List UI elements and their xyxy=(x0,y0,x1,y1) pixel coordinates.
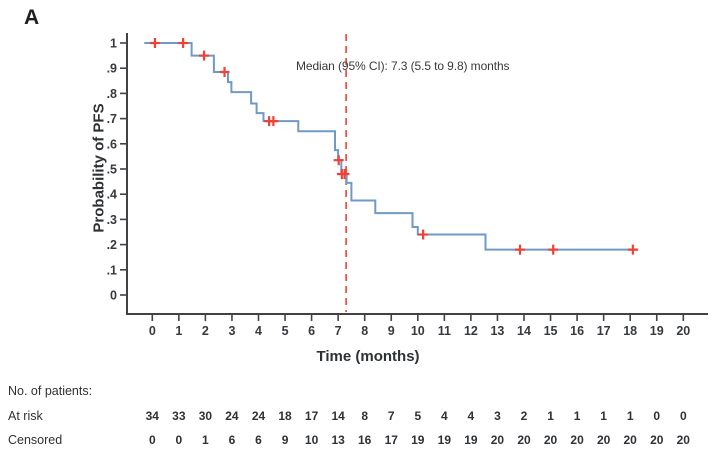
y-tick-label: .2 xyxy=(107,238,117,252)
censor-mark xyxy=(515,244,526,255)
y-tick-label: .8 xyxy=(107,87,117,101)
censor-mark xyxy=(418,229,429,240)
at-risk-count: 2 xyxy=(520,409,528,423)
censor-mark xyxy=(199,50,210,61)
censored-count: 10 xyxy=(304,433,319,447)
at-risk-count: 14 xyxy=(331,409,345,423)
x-tick-label: 2 xyxy=(202,324,209,338)
at-risk-count: 18 xyxy=(278,409,292,423)
censor-mark xyxy=(548,244,559,255)
x-tick-label: 11 xyxy=(438,324,451,338)
y-tick-label: .9 xyxy=(107,62,117,76)
panel-label: A xyxy=(24,6,40,29)
at-risk-count: 4 xyxy=(467,409,475,423)
at-risk-count: 4 xyxy=(441,409,448,423)
at-risk-count: 24 xyxy=(251,409,266,423)
y-axis-title: Probability of PFS xyxy=(90,103,108,233)
censored-count: 20 xyxy=(543,433,558,447)
y-tick-label: .1 xyxy=(107,263,117,277)
censored-count: 20 xyxy=(490,433,505,447)
censored-count: 20 xyxy=(650,433,664,447)
at-risk-count: 1 xyxy=(600,409,607,423)
censored-count: 16 xyxy=(358,433,372,447)
censored-count: 20 xyxy=(676,433,690,447)
at-risk-count: 33 xyxy=(172,409,186,423)
km-chart: 0 1 2 3 4 5 6 7 8 9 10 11 12 13 14 15 16 17 18 19 200.1.2.3.… xyxy=(107,33,708,338)
censor-mark xyxy=(627,244,638,255)
at-risk-count: 1 xyxy=(547,409,554,423)
at-risk-count: 1 xyxy=(573,409,581,423)
x-tick-label: 4 xyxy=(255,324,262,338)
x-tick-label: 6 xyxy=(308,324,315,338)
y-tick-label: .4 xyxy=(107,188,117,202)
risk-table-heading: No. of patients: xyxy=(8,384,93,398)
censor-mark xyxy=(339,169,350,180)
censored-count: 0 xyxy=(148,433,156,447)
y-tick-label: .6 xyxy=(107,137,117,151)
censor-mark xyxy=(333,155,344,166)
censored-count: 17 xyxy=(384,433,398,447)
x-tick-label: 3 xyxy=(228,324,235,338)
y-tick-label: .7 xyxy=(107,112,117,126)
x-tick-label: 1 xyxy=(175,324,182,338)
censored-count: 13 xyxy=(331,433,345,447)
at-risk-count: 1 xyxy=(626,409,634,423)
censored-values-row: 0 0 1 6 6 9 10 13 16 17 19 19 19 20 20 20 20 20 20 20 20 xyxy=(0,433,720,449)
at-risk-count: 17 xyxy=(304,409,319,423)
censor-mark xyxy=(268,116,279,127)
censored-count: 1 xyxy=(202,433,209,447)
censor-mark xyxy=(149,38,160,48)
censored-count: 20 xyxy=(596,433,611,447)
at-risk-count: 34 xyxy=(145,409,159,423)
x-tick-label: 17 xyxy=(597,324,611,338)
x-tick-label: 9 xyxy=(388,324,395,338)
censored-count: 20 xyxy=(623,433,637,447)
x-tick-label: 7 xyxy=(335,324,342,338)
x-tick-label: 16 xyxy=(570,324,584,338)
x-tick-label: 14 xyxy=(517,324,531,338)
x-tick-label: 10 xyxy=(411,324,425,338)
at-risk-count: 8 xyxy=(361,409,369,423)
censored-count: 9 xyxy=(281,433,289,447)
censored-count: 20 xyxy=(517,433,531,447)
x-tick-label: 5 xyxy=(282,324,289,338)
y-tick-label: .3 xyxy=(107,213,117,227)
censor-mark xyxy=(219,66,230,77)
censored-count: 6 xyxy=(255,433,262,447)
at-risk-count: 0 xyxy=(653,409,661,423)
at-risk-row-label: At risk xyxy=(8,409,43,423)
at-risk-count: 0 xyxy=(679,409,687,423)
x-tick-label: 12 xyxy=(464,324,478,338)
km-curve xyxy=(144,42,639,251)
censored-count: 20 xyxy=(570,433,584,447)
censored-count: 19 xyxy=(437,433,452,447)
at-risk-count: 30 xyxy=(198,409,213,423)
censored-count: 0 xyxy=(175,433,183,447)
censored-count: 19 xyxy=(411,433,425,447)
at-risk-count: 7 xyxy=(387,409,395,423)
x-tick-label: 13 xyxy=(490,324,504,338)
censor-mark xyxy=(178,38,189,48)
x-tick-label: 19 xyxy=(650,324,664,338)
x-axis-title: Time (months) xyxy=(316,348,420,365)
y-tick-label: .5 xyxy=(107,163,117,177)
x-tick-label: 18 xyxy=(623,324,637,338)
x-tick-label: 15 xyxy=(544,324,558,338)
censored-row-label: Censored xyxy=(8,433,63,447)
at-risk-count: 5 xyxy=(414,409,422,423)
at-risk-values-row: 34 33 30 24 24 18 17 14 8 7 5 4 4 3 2 1 1 1 1 0 0 xyxy=(0,409,720,425)
y-tick-label: 0 xyxy=(110,289,117,303)
censored-count: 6 xyxy=(228,433,236,447)
y-tick-label: 1 xyxy=(110,37,117,51)
censored-count: 19 xyxy=(464,433,478,447)
at-risk-count: 3 xyxy=(494,409,501,423)
x-tick-label: 8 xyxy=(361,324,368,338)
x-tick-label: 20 xyxy=(676,324,690,338)
median-annotation: Median (95% CI): 7.3 (5.5 to 9.8) months xyxy=(296,59,510,73)
at-risk-count: 24 xyxy=(225,409,239,423)
x-tick-label: 0 xyxy=(149,324,156,338)
